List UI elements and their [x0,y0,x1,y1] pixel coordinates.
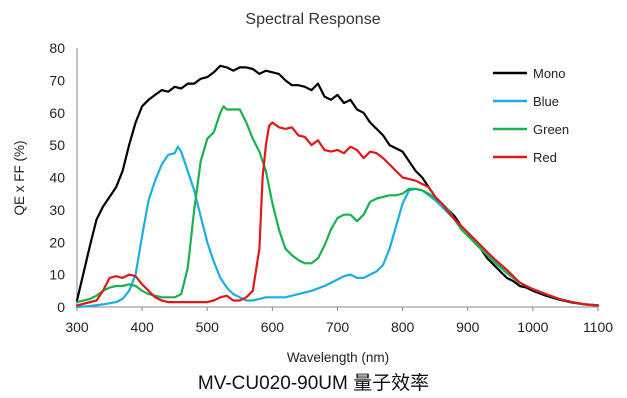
x-tick-label-600: 600 [261,319,285,335]
legend-label-blue: Blue [533,94,559,109]
tick-labels: 0 10 20 30 40 50 60 70 80 300 400 500 600 700 800 900 10… [49,40,613,335]
x-tick-label-500: 500 [196,319,220,335]
figure-caption: MV-CU020-90UM 量子效率 [197,373,430,394]
x-axis-label: Wavelength (nm) [287,350,389,365]
x-tick-label-700: 700 [326,319,350,335]
plot-area [75,64,600,309]
series-line-green [75,105,600,307]
legend-label-mono: Mono [533,66,566,81]
chart-title: Spectral Response [245,11,380,28]
y-tick-label-40: 40 [49,170,65,186]
legend: Mono Blue Green Red [493,66,569,165]
x-tick-label-400: 400 [130,319,154,335]
x-tick-label-1100: 1100 [583,319,613,335]
y-tick-label-0: 0 [57,299,65,315]
y-tick-label-30: 30 [49,202,65,218]
series-line-red [75,121,600,307]
series-line-mono [75,64,600,307]
axes [76,48,599,311]
y-tick-label-10: 10 [49,267,65,283]
x-tick-label-300: 300 [65,319,89,335]
x-tick-label-1000: 1000 [517,319,548,335]
y-tick-label-80: 80 [49,40,65,56]
x-tick-label-800: 800 [391,319,415,335]
y-axis-label: QE x FF (%) [12,141,27,216]
y-tick-label-70: 70 [49,72,65,88]
x-tick-label-900: 900 [456,319,480,335]
legend-label-green: Green [533,122,569,137]
y-tick-label-60: 60 [49,105,65,121]
legend-label-red: Red [533,150,557,165]
y-tick-label-50: 50 [49,137,65,153]
y-tick-label-20: 20 [49,234,65,250]
